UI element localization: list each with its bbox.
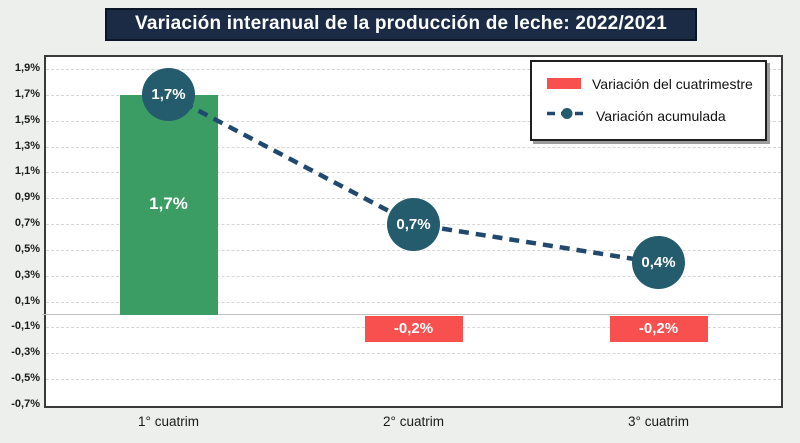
- y-tick-label: 1,9%: [14, 62, 40, 74]
- gridline: [46, 146, 781, 148]
- gridline: [46, 120, 781, 122]
- y-tick-label: 1,5%: [14, 113, 40, 126]
- y-tick-label: -0,7%: [11, 398, 40, 410]
- y-tick-label: 0,9%: [14, 191, 40, 204]
- chart-title: Variación interanual de la producción de…: [105, 8, 697, 41]
- y-tick-label: 1,7%: [14, 87, 40, 100]
- gridline: [46, 379, 781, 381]
- bar-label: -0,2%: [393, 320, 434, 338]
- dashed-line-dot-icon: [547, 107, 587, 125]
- y-tick-label: -0,5%: [11, 372, 40, 385]
- accumulated-marker-3: 0,4%: [632, 236, 685, 290]
- y-tick-label: 0,3%: [14, 268, 40, 281]
- bar-cuatrim-3: -0,2%: [609, 316, 708, 342]
- legend-item-acumulada: Variación acumulada: [532, 107, 765, 125]
- x-tick-label: 3° cuatrim: [628, 414, 689, 429]
- bar-label: -0,2%: [638, 320, 679, 338]
- gridline: [46, 275, 781, 277]
- y-tick-label: -0,3%: [11, 346, 40, 359]
- zero-axis-line: [42, 313, 781, 316]
- y-tick-label: 0,1%: [14, 294, 40, 307]
- bar-cuatrim-2: -0,2%: [364, 316, 463, 342]
- legend-label: Variación acumulada: [596, 108, 726, 125]
- gridline: [46, 301, 781, 303]
- bar-cuatrim-1: [119, 94, 218, 315]
- legend: Variación del cuatrimestre Variación acu…: [530, 60, 767, 141]
- accumulated-marker-2: 0,7%: [387, 197, 440, 251]
- bar-swatch-icon: [547, 78, 581, 90]
- x-tick-label: 2° cuatrim: [383, 414, 444, 429]
- y-tick-label: -0,1%: [11, 320, 40, 333]
- gridline: [46, 69, 781, 70]
- bar-label: 1,7%: [149, 193, 188, 213]
- accumulated-marker-1: 1,7%: [142, 68, 195, 122]
- gridline: [46, 353, 781, 355]
- plot-inner: 1,7% -0,2% -0,2% 1,7% 0,7% 0,4%: [42, 57, 781, 406]
- gridline: [46, 94, 781, 96]
- y-tick-label: 1,1%: [14, 165, 40, 178]
- y-tick-label: 0,5%: [14, 242, 40, 255]
- legend-label: Variación del cuatrimestre: [592, 75, 753, 92]
- y-tick-label: 1,3%: [14, 139, 40, 152]
- gridline: [46, 172, 781, 174]
- y-tick-label: 0,7%: [14, 217, 40, 230]
- legend-item-cuatrimestre: Variación del cuatrimestre: [532, 76, 765, 92]
- x-tick-label: 1° cuatrim: [138, 414, 199, 429]
